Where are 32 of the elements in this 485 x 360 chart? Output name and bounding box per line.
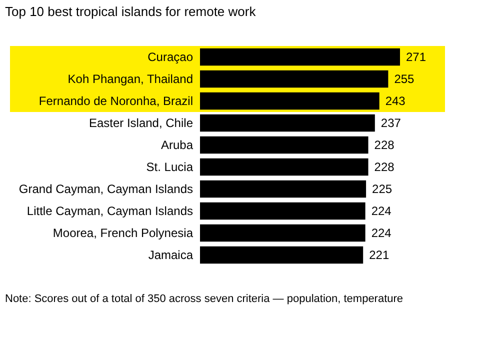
y-tick-label: St. Lucia [146, 160, 194, 174]
bar [200, 158, 368, 176]
bar [200, 202, 366, 220]
data-label: 237 [380, 116, 402, 130]
data-label: 221 [369, 248, 390, 262]
bar [200, 136, 368, 154]
y-tick-label: Jamaica [148, 248, 194, 262]
bar [200, 180, 366, 198]
bar [200, 70, 388, 88]
y-tick-label: Little Cayman, Cayman Islands [26, 204, 193, 218]
data-label: 255 [394, 72, 415, 86]
data-label: 224 [371, 204, 392, 218]
data-label: 225 [372, 182, 392, 196]
y-tick-label: Koh Phangan, Thailand [68, 72, 193, 86]
bar [200, 224, 366, 242]
y-tick-label: Moorea, French Polynesia [52, 226, 194, 240]
bar [200, 114, 375, 132]
bar [200, 246, 364, 264]
bar [200, 48, 400, 66]
y-tick-label: Curaçao [148, 50, 194, 64]
data-label: 243 [385, 94, 406, 108]
y-tick-label: Fernando de Noronha, Brazil [38, 94, 193, 108]
chart-title: Top 10 best tropical islands for remote work [5, 4, 256, 19]
data-label: 271 [406, 50, 426, 64]
y-tick-label: Aruba [160, 138, 194, 152]
bar [200, 92, 380, 110]
data-label: 224 [371, 226, 392, 240]
text: Note: Scores out of a total of 350 across seven criteria — population, temperature [5, 293, 404, 305]
data-label: 228 [374, 138, 395, 152]
y-tick-label: Easter Island, Chile [88, 116, 194, 130]
y-tick-label: Grand Cayman, Cayman Islands [18, 182, 193, 196]
data-label: 228 [374, 160, 395, 174]
